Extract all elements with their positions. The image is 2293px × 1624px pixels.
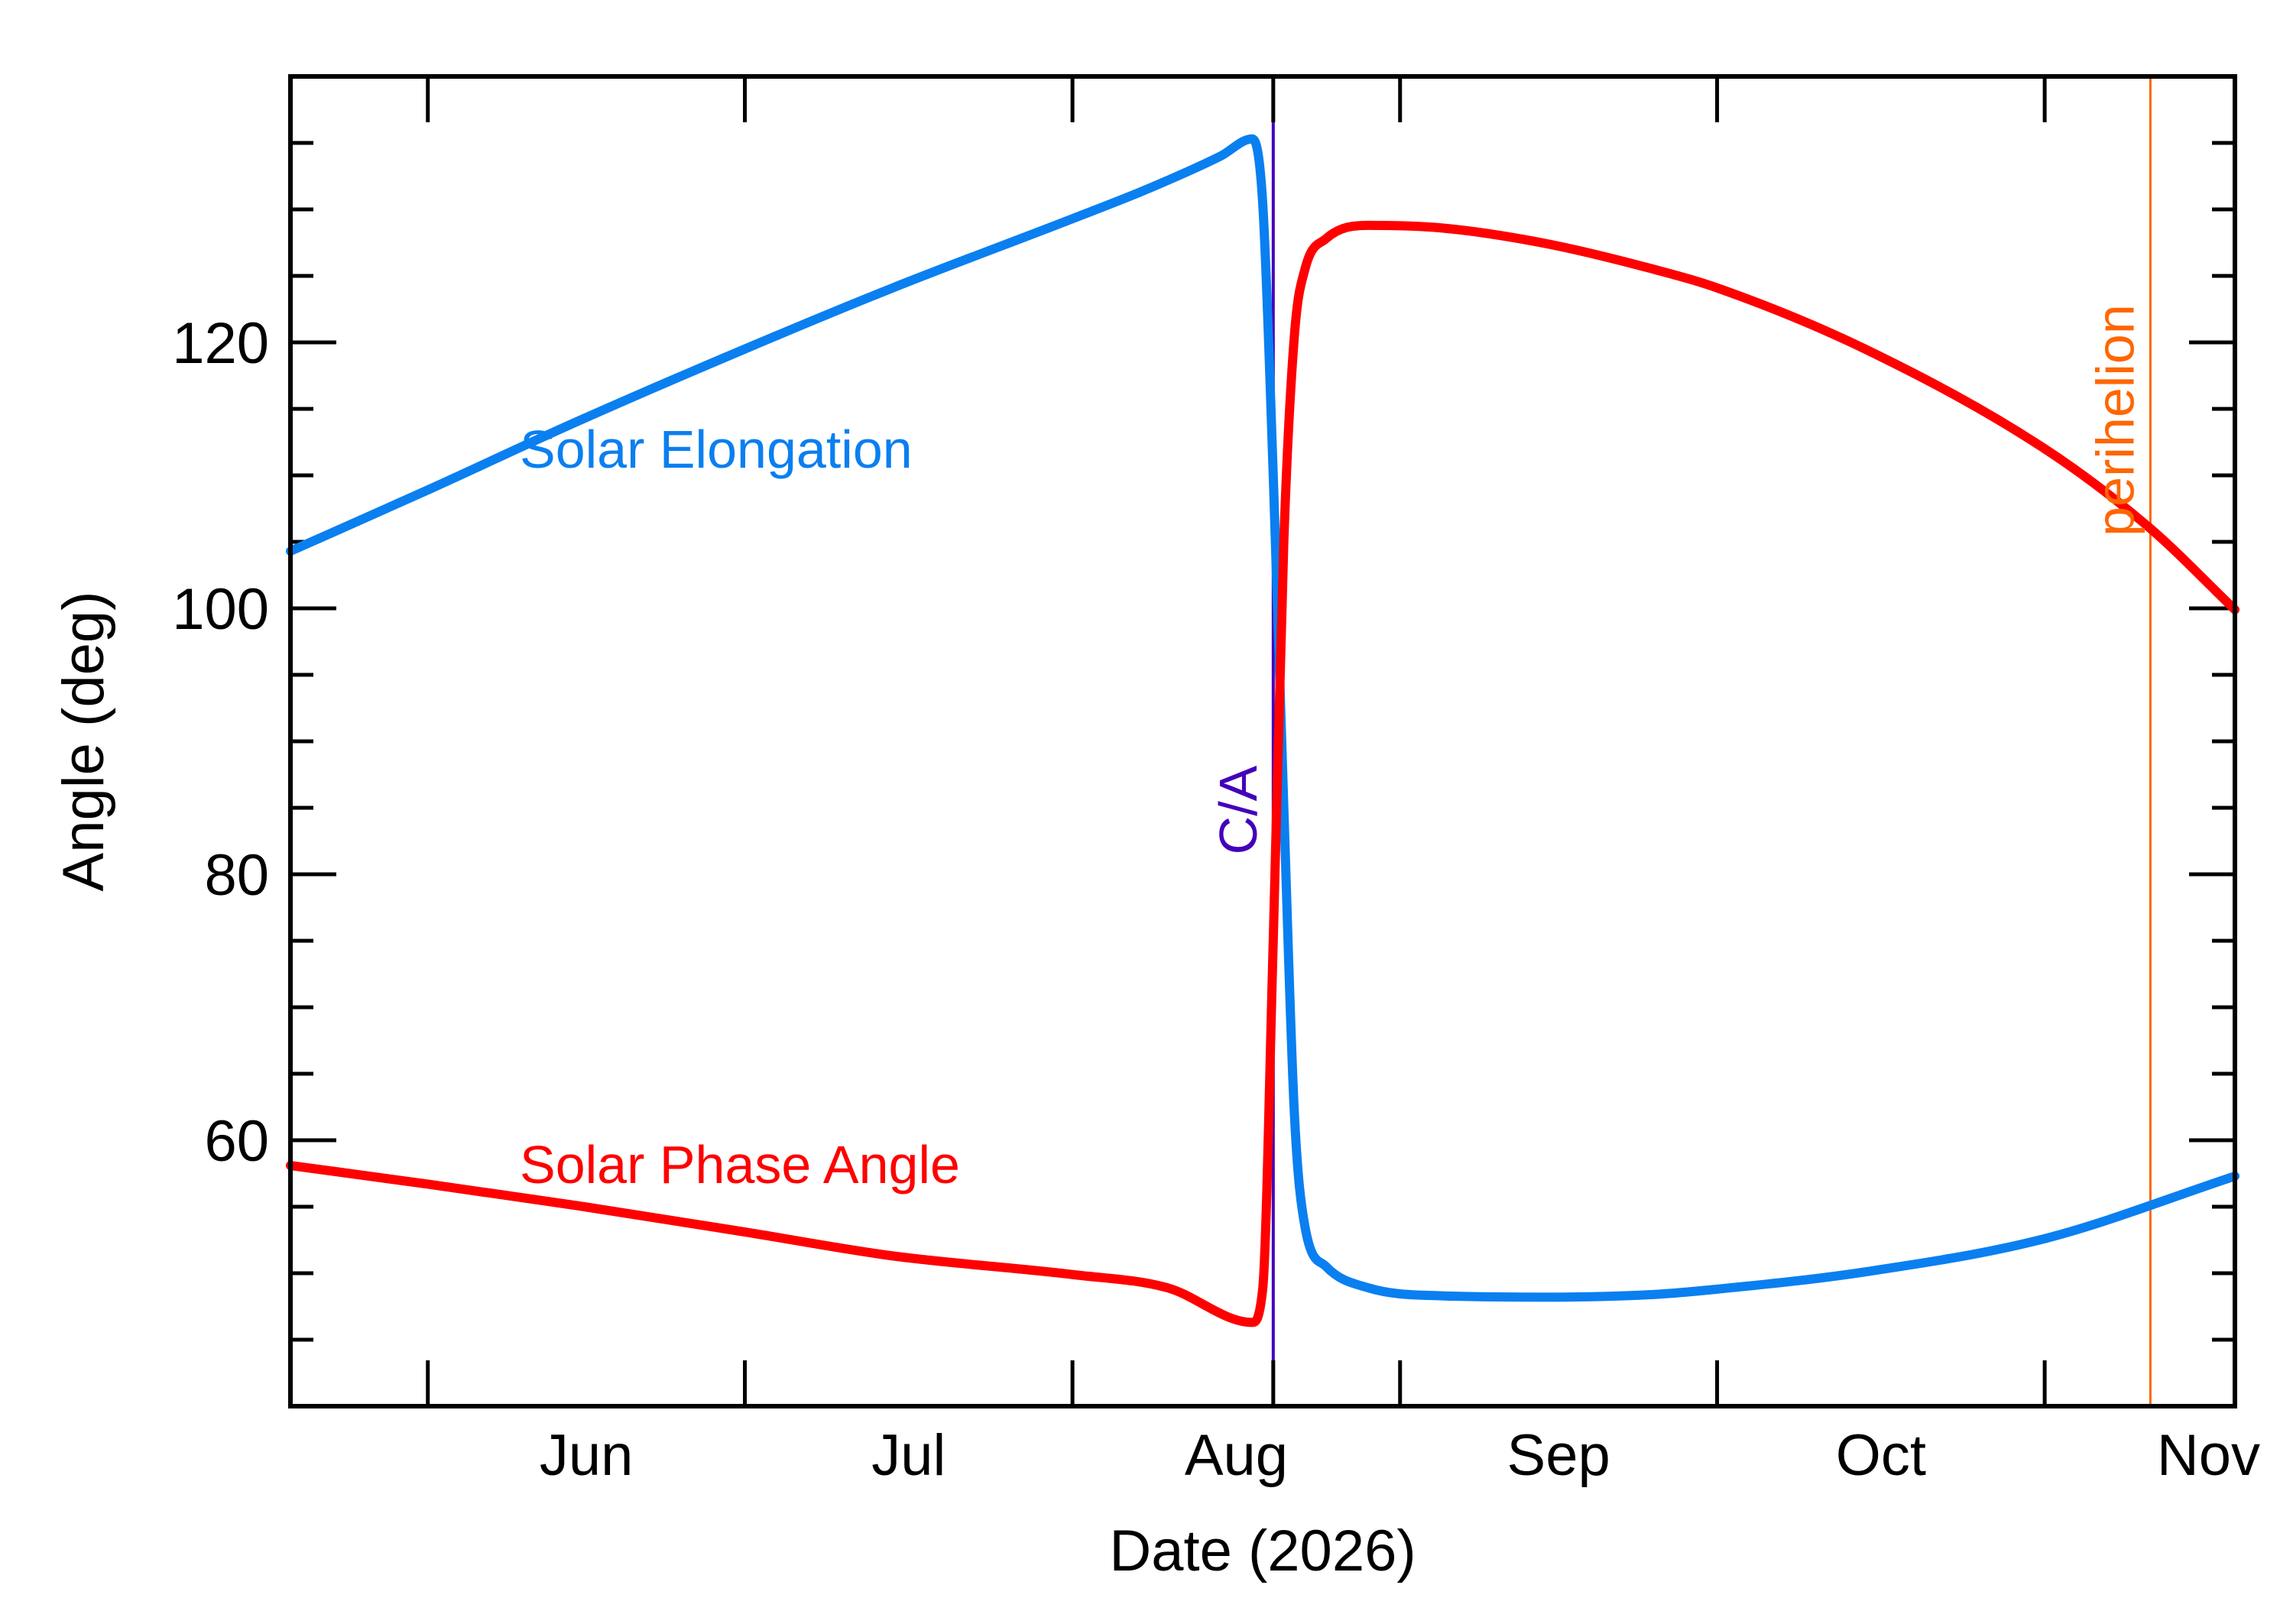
solar-phase-angle-label: Solar Phase Angle (520, 1135, 960, 1194)
x-tick-label: Jun (540, 1423, 634, 1488)
x-tick-label: Sep (1507, 1423, 1610, 1488)
x-axis-label: Date (2026) (1109, 1519, 1416, 1583)
solar-elongation-line (286, 134, 2239, 1302)
y-tick-label: 120 (172, 311, 269, 376)
perihelion-label: perihelion (2085, 304, 2145, 536)
y-tick-label: 100 (172, 577, 269, 642)
x-tick-label: Nov (2157, 1423, 2260, 1488)
y-axis-label: Angle (deg) (51, 592, 116, 892)
closest-approach-label: C/A (1208, 765, 1268, 854)
x-tick-label: Jul (871, 1423, 945, 1488)
x-tick-label: Aug (1185, 1423, 1288, 1488)
y-tick-label: 80 (204, 843, 269, 908)
solar-phase-angle-line (286, 220, 2239, 1327)
x-tick-label: Oct (1836, 1423, 1926, 1488)
y-tick-label: 60 (204, 1109, 269, 1174)
solar-elongation-label: Solar Elongation (520, 420, 913, 479)
plot-frame (288, 74, 2237, 1408)
